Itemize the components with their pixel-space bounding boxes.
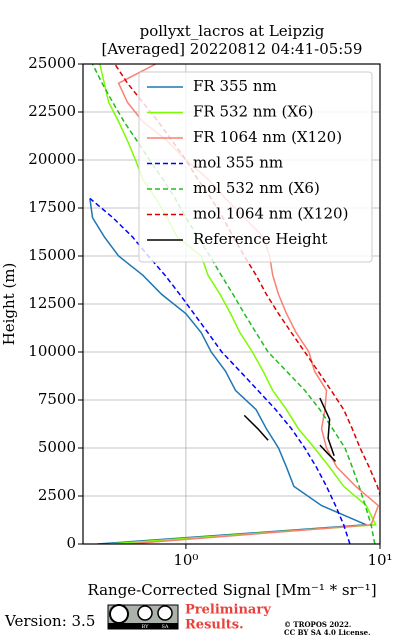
- version: Version: 3.5: [4, 612, 95, 630]
- chart-subtitle: [Averaged] 20220812 04:41-05:59: [102, 40, 363, 58]
- y-tick-label: 10000: [28, 342, 76, 360]
- x-axis-label: Range-Corrected Signal [Mm⁻¹ * sr⁻¹]: [87, 581, 376, 599]
- legend: FR 355 nm FR 532 nm (X6) FR 1064 nm (X120)…: [138, 71, 373, 263]
- legend-label: FR 355 nm: [193, 77, 277, 95]
- y-tick-label: 15000: [28, 246, 76, 264]
- y-tick-label: 12500: [28, 294, 76, 312]
- x-tick-label: 10⁰: [173, 551, 198, 569]
- sa-icon: [157, 605, 173, 621]
- legend-label: mol 1064 nm (X120): [193, 205, 348, 223]
- series-line: [89, 198, 367, 544]
- x-tick-label: 10¹: [367, 551, 392, 569]
- badge-sa: SA: [161, 624, 168, 630]
- legend-label: Reference Height: [193, 230, 327, 248]
- y-tick-label: 5000: [38, 438, 76, 456]
- y-tick-label: 22500: [28, 102, 76, 120]
- cc-icon: [109, 604, 129, 624]
- copyright: © TROPOS 2022.: [284, 620, 351, 629]
- legend-box: [138, 71, 373, 263]
- y-tick-label: 17500: [28, 198, 76, 216]
- legend-label: mol 355 nm: [193, 154, 283, 172]
- y-axis-label: Height (m): [0, 263, 18, 346]
- badge-by: BY: [142, 624, 150, 630]
- badge-strip: [108, 623, 178, 629]
- chart-title: pollyxt_lacros at Leipzig: [140, 22, 325, 40]
- y-tick-label: 0: [66, 534, 76, 552]
- preliminary: Preliminary: [185, 603, 271, 618]
- y-tick-label: 7500: [38, 390, 76, 408]
- legend-label: FR 1064 nm (X120): [193, 128, 342, 146]
- series-line: [243, 397, 337, 462]
- y-tick-label: 25000: [28, 54, 76, 72]
- license-badge: BY SA: [107, 604, 179, 630]
- license: CC BY SA 4.0 License.: [284, 628, 371, 637]
- series-line: [99, 64, 377, 544]
- legend-label: FR 532 nm (X6): [193, 103, 313, 121]
- y-tick-label: 2500: [38, 486, 76, 504]
- by-icon: [137, 605, 153, 621]
- results: Results.: [185, 618, 244, 633]
- legend-label: mol 532 nm (X6): [193, 179, 320, 197]
- y-tick-label: 20000: [28, 150, 76, 168]
